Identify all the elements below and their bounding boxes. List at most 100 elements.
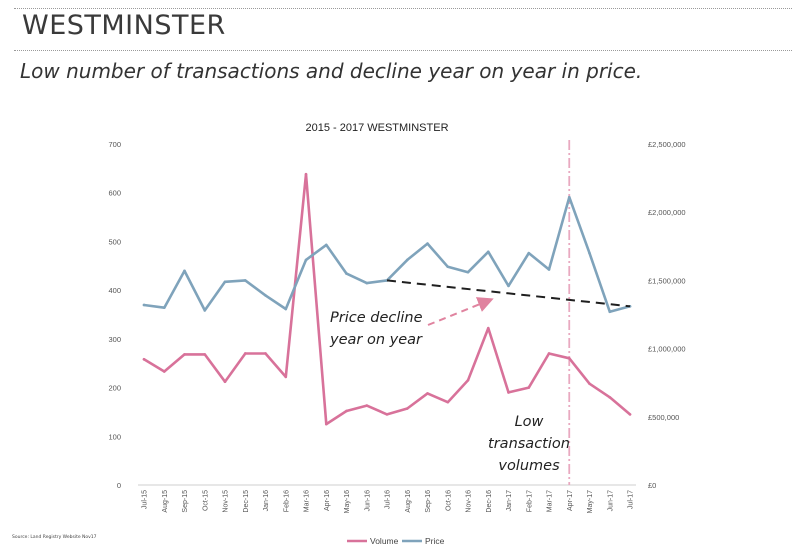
price-data-point xyxy=(324,243,328,247)
volume-data-point xyxy=(264,352,267,355)
price-data-point xyxy=(507,284,510,288)
x-axis-tick: Nov-16 xyxy=(466,490,473,513)
volume-data-point xyxy=(183,353,186,356)
volume-data-point xyxy=(385,413,389,416)
x-axis-tick: Dec-15 xyxy=(243,490,250,513)
x-axis-tick: Aug-16 xyxy=(405,490,412,513)
volume-data-point xyxy=(588,382,591,385)
volume-data-point xyxy=(507,391,510,394)
x-axis-tick: Oct-16 xyxy=(445,490,452,511)
x-axis-tick: Sep-16 xyxy=(425,490,432,513)
volume-data-point xyxy=(486,326,490,330)
volume-data-point xyxy=(324,422,328,426)
top-divider xyxy=(14,8,792,9)
right-axis-tick: £500,000 xyxy=(648,413,679,422)
right-axis-tick: £1,500,000 xyxy=(648,276,686,285)
left-axis-tick: 500 xyxy=(108,237,121,246)
right-axis-tick: £0 xyxy=(648,481,656,490)
low-volume-annotation: volumes xyxy=(498,458,560,474)
volume-data-point xyxy=(365,404,369,407)
price-data-point xyxy=(446,265,450,269)
volume-data-point xyxy=(243,352,247,355)
price-data-point xyxy=(142,303,146,307)
price-data-point xyxy=(486,250,490,254)
x-axis-tick: Dec-16 xyxy=(486,490,493,513)
x-axis-tick: Jan-16 xyxy=(263,490,270,512)
x-axis-tick: Feb-17 xyxy=(526,490,533,512)
x-axis-tick: Jul-17 xyxy=(628,490,635,509)
price-data-point xyxy=(547,268,551,271)
volume-data-point xyxy=(345,409,348,413)
price-data-point xyxy=(162,306,166,309)
price-data-point xyxy=(527,251,531,255)
price-data-point xyxy=(588,251,591,255)
slide-title: WESTMINSTER xyxy=(22,10,226,41)
price-data-point xyxy=(567,195,571,199)
volume-data-point xyxy=(162,370,166,373)
price-data-point xyxy=(365,281,369,285)
price-data-point xyxy=(608,310,612,314)
volume-data-point xyxy=(608,396,612,399)
trend-arrow xyxy=(427,297,494,326)
right-axis-tick: £1,000,000 xyxy=(648,345,686,354)
price-data-point xyxy=(264,294,267,297)
title-divider xyxy=(14,50,792,51)
price-decline-annotation: year on year xyxy=(329,332,423,348)
volume-data-point xyxy=(405,407,409,410)
volume-data-point xyxy=(547,352,551,355)
price-data-point xyxy=(304,258,308,262)
x-axis-tick: Jul-16 xyxy=(385,490,392,509)
x-axis-tick: Apr-16 xyxy=(324,490,331,511)
volume-data-point xyxy=(446,400,450,404)
left-axis-tick: 200 xyxy=(108,384,121,393)
volume-data-point xyxy=(142,358,146,361)
left-axis-tick: 700 xyxy=(108,140,121,149)
left-axis-tick: 0 xyxy=(117,481,121,490)
price-data-point xyxy=(466,270,470,274)
legend-label-price: Price xyxy=(425,536,445,546)
source-note: Source: Land Registry Website Nov17 xyxy=(12,535,97,540)
x-axis-tick: Aug-15 xyxy=(162,490,169,513)
price-series-line xyxy=(142,195,632,314)
x-axis-tick: May-17 xyxy=(587,490,594,513)
right-axis-tick: £2,500,000 xyxy=(648,140,686,149)
volume-data-point xyxy=(284,375,288,379)
low-volume-annotation: Low xyxy=(515,414,544,430)
left-axis-tick: 600 xyxy=(108,189,121,198)
left-axis-tick: 400 xyxy=(108,286,121,295)
x-axis-tick: Jun-16 xyxy=(364,490,371,512)
x-axis-tick: Jan-17 xyxy=(506,490,513,512)
price-data-point xyxy=(345,272,348,275)
x-axis-tick: Mar-16 xyxy=(304,490,311,512)
price-data-point xyxy=(284,307,288,311)
x-axis-tick: Mar-17 xyxy=(547,490,554,512)
low-volume-annotation: transaction xyxy=(488,436,570,452)
x-axis-tick: Feb-16 xyxy=(283,490,290,512)
right-axis-tick: £2,000,000 xyxy=(648,208,686,217)
volume-data-point xyxy=(527,386,531,389)
price-trendline xyxy=(386,279,631,308)
volume-data-point xyxy=(466,378,470,382)
price-data-point xyxy=(405,258,409,262)
volume-data-point xyxy=(203,353,207,356)
price-data-point xyxy=(223,280,227,284)
x-axis-tick: Jul-15 xyxy=(142,490,149,509)
volume-data-point xyxy=(304,172,308,176)
left-axis-tick: 300 xyxy=(108,335,121,344)
x-axis-tick: Apr-17 xyxy=(567,490,574,511)
volume-data-point xyxy=(426,392,429,395)
slide-subtitle: Low number of transactions and decline y… xyxy=(20,59,643,83)
volume-data-point xyxy=(628,413,632,416)
price-decline-annotation: Price decline xyxy=(330,310,423,326)
price-data-point xyxy=(426,242,429,245)
x-axis-tick: May-16 xyxy=(344,490,351,513)
left-axis-tick: 100 xyxy=(108,432,121,441)
chart-title: 2015 - 2017 WESTMINSTER xyxy=(305,122,448,134)
volume-data-point xyxy=(223,380,227,384)
x-axis-tick: Nov-15 xyxy=(223,490,230,513)
x-axis-tick: Oct-15 xyxy=(202,490,209,511)
price-data-point xyxy=(243,279,247,282)
price-data-point xyxy=(183,269,186,273)
x-axis-tick: Sep-15 xyxy=(182,490,189,513)
